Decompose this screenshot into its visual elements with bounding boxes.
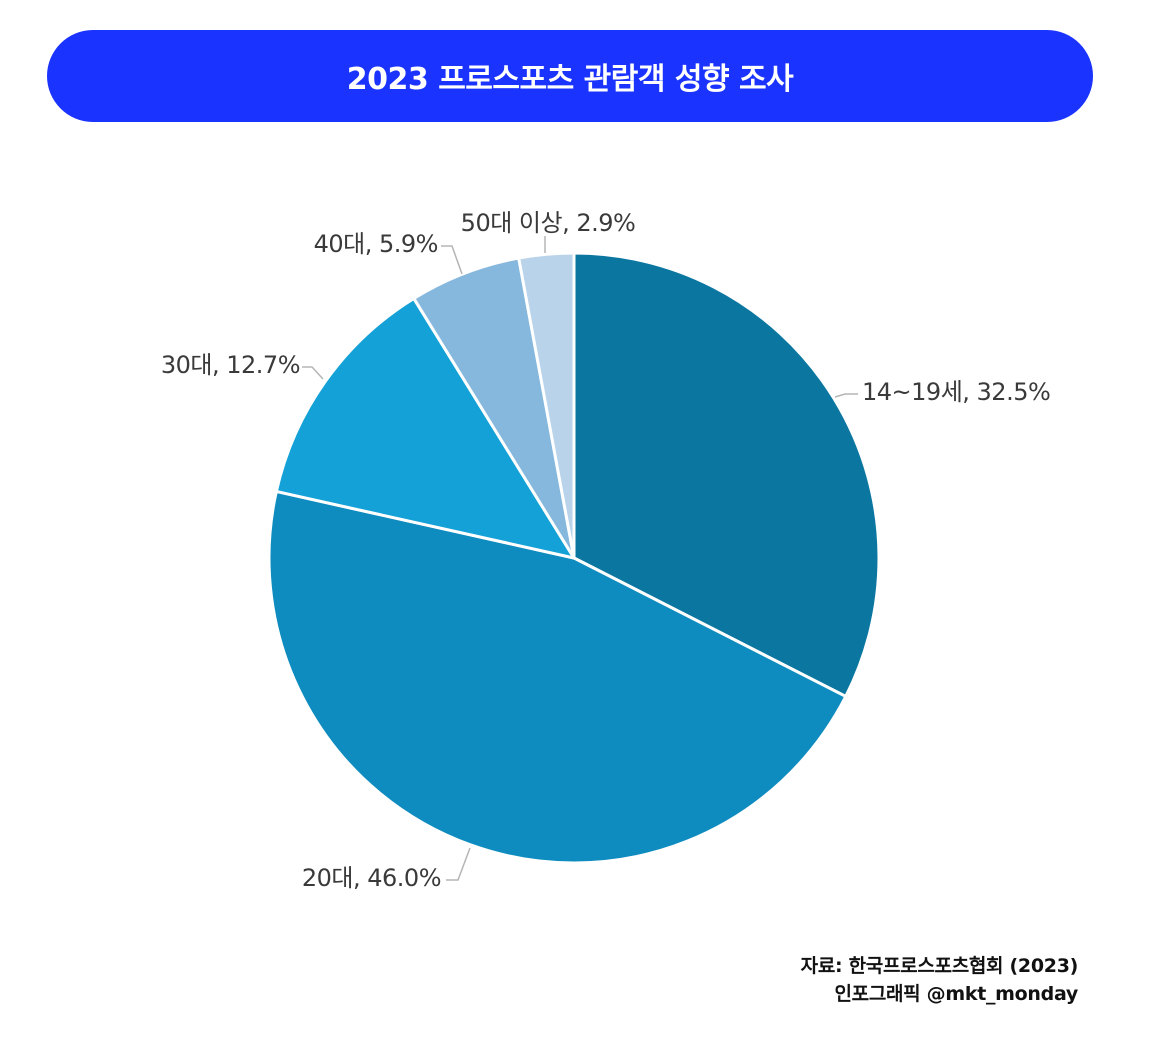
slice-label-5: 50대 이상, 2.9% [461,209,636,237]
source-note: 자료: 한국프로스포츠협회 (2023) 인포그래픽 @mkt_monday [800,952,1079,1008]
source-text: 자료: 한국프로스포츠협회 (2023) [800,955,1079,977]
slice-label-1: 14~19세, 32.5% [862,378,1050,406]
slice-label-4: 40대, 5.9% [314,230,438,258]
slice-label-3: 30대, 12.7% [161,351,300,379]
leader-line-3 [302,366,324,380]
credit-text: 인포그래픽 @mkt_monday [834,983,1078,1005]
pie-slice-3 [274,296,576,560]
pie-slice-1 [572,251,881,698]
pie-slice-2 [267,489,848,865]
title-banner: 2023 프로스포츠 관람객 성향 조사 [47,30,1093,122]
slice-label-2: 20대, 46.0% [302,864,441,892]
chart-title: 2023 프로스포츠 관람객 성향 조사 [346,62,794,97]
pie-slice-5 [517,251,576,560]
leader-line-2 [446,847,471,881]
leader-line-4 [441,245,463,275]
leader-line-1 [834,393,858,398]
